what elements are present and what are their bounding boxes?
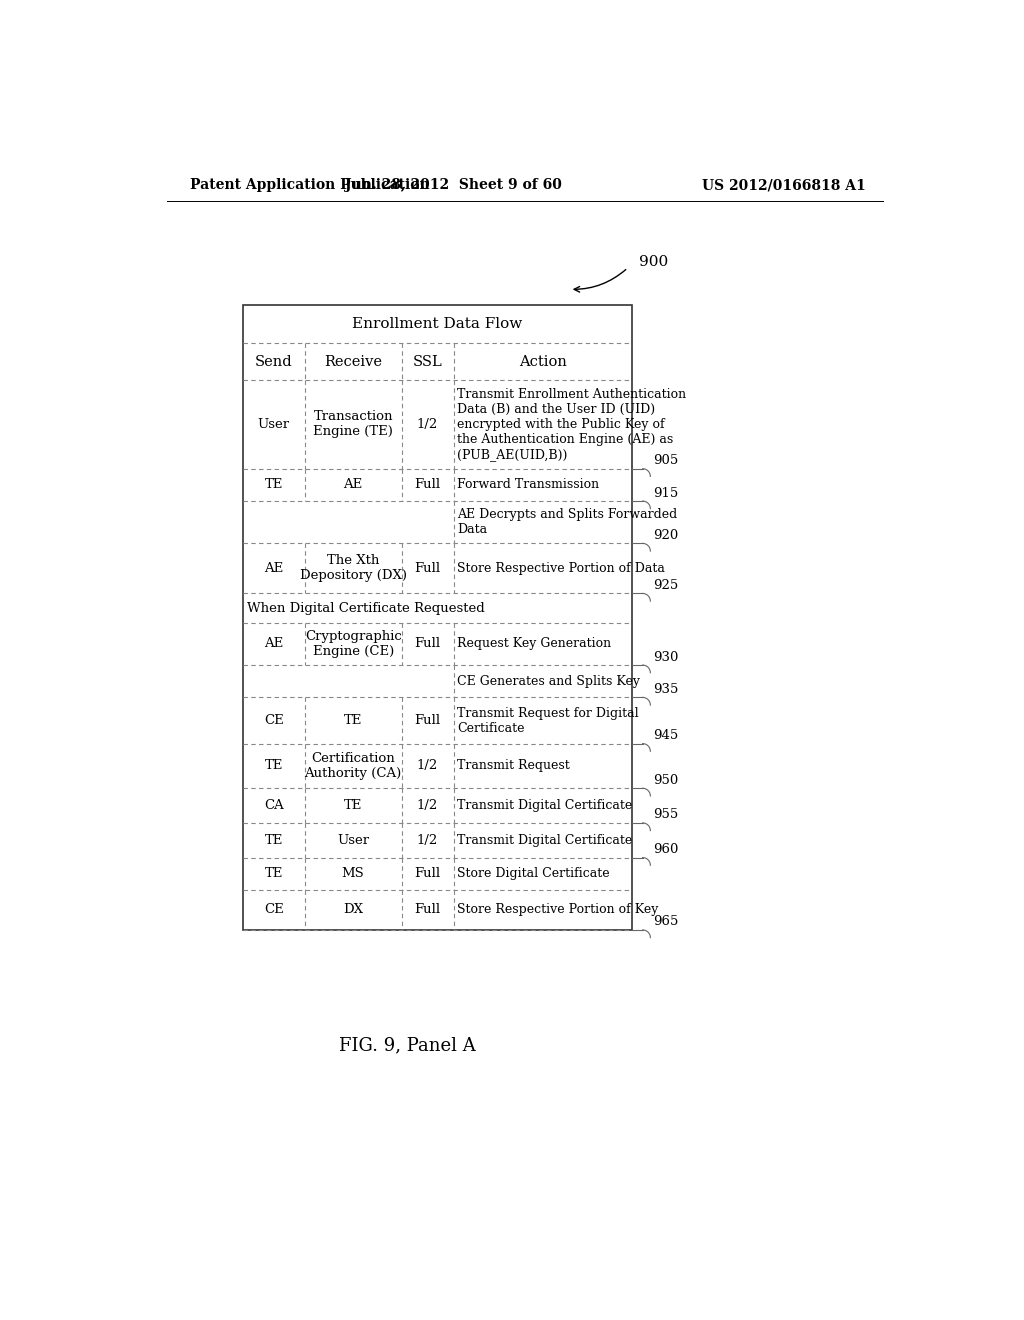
Text: CE: CE xyxy=(264,903,284,916)
Text: 905: 905 xyxy=(653,454,679,467)
Text: AE: AE xyxy=(343,478,362,491)
Text: Transmit Enrollment Authentication
Data (B) and the User ID (UID)
encrypted with: Transmit Enrollment Authentication Data … xyxy=(458,388,686,461)
Text: Forward Transmission: Forward Transmission xyxy=(458,478,599,491)
Text: Transmit Request for Digital
Certificate: Transmit Request for Digital Certificate xyxy=(458,706,639,734)
Text: 920: 920 xyxy=(653,529,679,543)
Text: Transmit Digital Certificate: Transmit Digital Certificate xyxy=(458,834,633,846)
Text: CA: CA xyxy=(264,799,284,812)
Text: FIG. 9, Panel A: FIG. 9, Panel A xyxy=(339,1036,475,1055)
Text: Transaction
Engine (TE): Transaction Engine (TE) xyxy=(313,411,393,438)
Text: CE: CE xyxy=(264,714,284,727)
Text: TE: TE xyxy=(264,834,283,846)
Text: User: User xyxy=(337,834,370,846)
Text: Certification
Authority (CA): Certification Authority (CA) xyxy=(304,752,401,780)
Text: TE: TE xyxy=(264,867,283,880)
Text: Full: Full xyxy=(415,562,440,576)
Text: AE: AE xyxy=(264,562,284,576)
Text: AE: AE xyxy=(264,638,284,651)
Text: 1/2: 1/2 xyxy=(417,799,438,812)
Text: 1/2: 1/2 xyxy=(417,834,438,846)
Text: DX: DX xyxy=(343,903,364,916)
Text: SSL: SSL xyxy=(413,355,442,368)
Text: MS: MS xyxy=(342,867,365,880)
Bar xyxy=(243,305,632,929)
Text: 945: 945 xyxy=(653,729,679,742)
Text: AE Decrypts and Splits Forwarded
Data: AE Decrypts and Splits Forwarded Data xyxy=(458,508,678,536)
Text: 1/2: 1/2 xyxy=(417,418,438,430)
Text: 930: 930 xyxy=(653,651,679,664)
Text: Request Key Generation: Request Key Generation xyxy=(458,638,611,651)
Text: Store Digital Certificate: Store Digital Certificate xyxy=(458,867,610,880)
Text: Action: Action xyxy=(519,355,566,368)
Text: Send: Send xyxy=(255,355,293,368)
Text: Full: Full xyxy=(415,478,440,491)
Text: When Digital Certificate Requested: When Digital Certificate Requested xyxy=(248,602,485,615)
Text: Full: Full xyxy=(415,638,440,651)
Text: US 2012/0166818 A1: US 2012/0166818 A1 xyxy=(701,178,865,193)
Text: TE: TE xyxy=(264,759,283,772)
Text: 950: 950 xyxy=(653,774,679,787)
Text: Enrollment Data Flow: Enrollment Data Flow xyxy=(352,317,522,331)
Text: 965: 965 xyxy=(653,915,679,928)
Text: 1/2: 1/2 xyxy=(417,759,438,772)
Text: The Xth
Depository (DX): The Xth Depository (DX) xyxy=(300,554,407,582)
Text: Store Respective Portion of Data: Store Respective Portion of Data xyxy=(458,562,666,576)
Text: 900: 900 xyxy=(640,255,669,269)
Text: 935: 935 xyxy=(653,682,679,696)
Text: TE: TE xyxy=(344,799,362,812)
Text: 915: 915 xyxy=(653,487,679,499)
Text: CE Generates and Splits Key: CE Generates and Splits Key xyxy=(458,675,640,688)
Text: Patent Application Publication: Patent Application Publication xyxy=(190,178,430,193)
Text: Transmit Digital Certificate: Transmit Digital Certificate xyxy=(458,799,633,812)
Text: Jun. 28, 2012  Sheet 9 of 60: Jun. 28, 2012 Sheet 9 of 60 xyxy=(345,178,562,193)
Text: Store Respective Portion of Key: Store Respective Portion of Key xyxy=(458,903,658,916)
Text: 955: 955 xyxy=(653,808,679,821)
Text: Cryptographic
Engine (CE): Cryptographic Engine (CE) xyxy=(305,630,401,657)
Text: Full: Full xyxy=(415,714,440,727)
Text: Full: Full xyxy=(415,867,440,880)
Text: Full: Full xyxy=(415,903,440,916)
Text: Receive: Receive xyxy=(325,355,382,368)
Text: User: User xyxy=(258,418,290,430)
Text: TE: TE xyxy=(264,478,283,491)
Text: 960: 960 xyxy=(653,843,679,857)
Text: 925: 925 xyxy=(653,579,679,591)
Text: Transmit Request: Transmit Request xyxy=(458,759,570,772)
Text: TE: TE xyxy=(344,714,362,727)
